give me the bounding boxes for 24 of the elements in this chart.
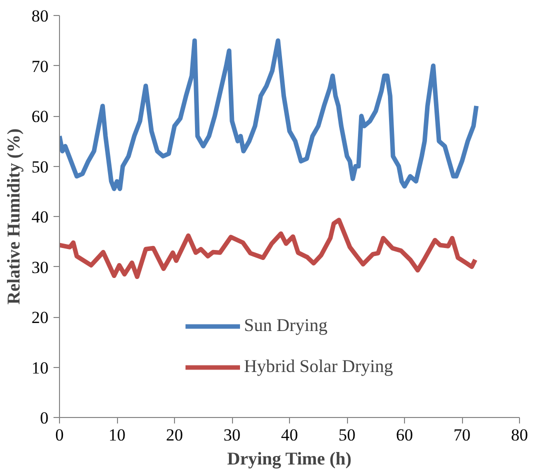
legend-label: Sun Drying [244, 315, 328, 336]
line-series [60, 38, 479, 192]
y-tick-label: 10 [32, 358, 48, 378]
line-series [60, 218, 478, 280]
x-axis-title: Drying Time (h) [227, 448, 352, 468]
x-tick-label: 10 [108, 426, 126, 444]
x-tick-label: 0 [55, 426, 64, 444]
y-tick-label: 70 [32, 56, 48, 76]
y-tick-label: 60 [32, 107, 48, 126]
y-tick-label: 20 [32, 308, 48, 327]
y-tick-label: 50 [32, 157, 48, 176]
x-tick-label: 30 [224, 426, 240, 444]
legend-label: Hybrid Solar Drying [244, 356, 393, 377]
x-tick-label: 70 [454, 426, 470, 444]
x-tick-label: 40 [281, 426, 298, 444]
y-tick-label: 80 [32, 6, 48, 26]
y-axis-title: Relative Humidity (%) [4, 128, 24, 304]
y-tick-label: 40 [32, 208, 48, 226]
x-tick-label: 60 [396, 426, 413, 444]
y-tick-label: 30 [32, 258, 48, 277]
x-tick-label: 50 [338, 426, 356, 444]
x-tick-label: 80 [511, 426, 528, 444]
y-tick-label: 0 [40, 408, 48, 428]
x-tick-label: 20 [166, 426, 183, 444]
